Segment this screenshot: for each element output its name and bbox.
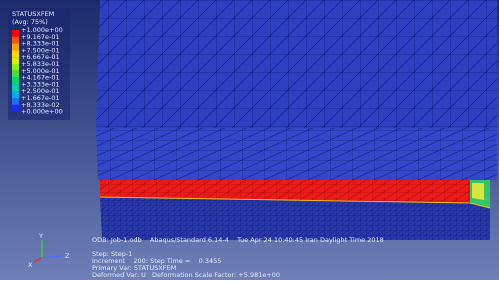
info-deformed: Deformed Var: U Deformation Scale Factor…	[92, 271, 280, 279]
mesh-middle	[96, 128, 497, 180]
legend-swatch	[12, 57, 19, 64]
legend-swatch	[12, 71, 19, 78]
mesh-bottom	[100, 197, 490, 240]
legend: STATUSXFEM (Avg: 75%) +1.000e+00+9.167e-…	[8, 8, 70, 120]
legend-swatch	[12, 30, 19, 37]
legend-swatch	[12, 84, 19, 91]
viewport: STATUSXFEM (Avg: 75%) +1.000e+00+9.167e-…	[0, 0, 499, 280]
legend-swatch	[12, 105, 19, 112]
triad-z-label: Z	[65, 252, 70, 260]
crack-tip-core	[472, 183, 484, 200]
legend-swatch	[12, 37, 19, 44]
legend-swatch	[12, 50, 19, 57]
legend-title: STATUSXFEM	[12, 10, 54, 18]
legend-swatch	[12, 64, 19, 71]
triad-y-label: Y	[38, 232, 43, 240]
legend-swatch	[12, 98, 19, 105]
legend-swatch	[12, 78, 19, 85]
legend-swatch	[12, 44, 19, 51]
triad-x-label: X	[28, 261, 33, 269]
legend-subtitle: (Avg: 75%)	[12, 18, 48, 26]
legend-swatch	[12, 91, 19, 98]
info-odb: ODB: Job-1.odb Abaqus/Standard 6.14-4 Tu…	[92, 236, 384, 244]
legend-label: +0.000e+00	[21, 108, 63, 116]
mesh-top	[96, 0, 497, 128]
